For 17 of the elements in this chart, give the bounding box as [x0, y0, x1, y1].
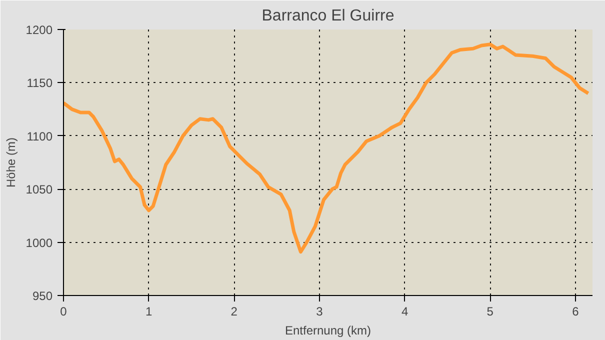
y-tick-label: 1200	[26, 23, 53, 37]
line-series	[64, 42, 590, 254]
y-tick-label: 1050	[26, 182, 53, 197]
x-tick-label: 6	[572, 304, 580, 318]
y-tick-label: 1100	[26, 129, 53, 144]
chart-title: Barranco El Guirre	[262, 8, 394, 24]
x-tick-label: 2	[230, 304, 238, 318]
y-tick-label: 950	[32, 289, 53, 303]
y-axis-title: Höhe (m)	[4, 137, 18, 188]
x-tick-label: 1	[145, 304, 152, 318]
x-tick-label: 3	[316, 304, 324, 318]
x-tick-label: 4	[401, 304, 408, 318]
x-axis-title: Entfernung (km)	[284, 324, 372, 338]
y-tick-label: 1000	[26, 236, 53, 250]
x-tick-label: 5	[486, 304, 494, 318]
y-tick-label: 1150	[26, 76, 53, 90]
x-tick-label: 0	[60, 304, 68, 318]
